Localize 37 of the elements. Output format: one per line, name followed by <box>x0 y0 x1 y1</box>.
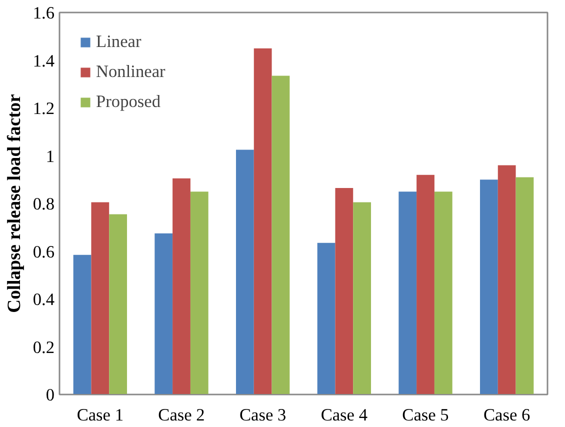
legend-label: Linear <box>96 32 142 52</box>
x-tick-label: Case 6 <box>483 406 531 424</box>
x-tick-label: Case 5 <box>402 406 449 424</box>
y-tick-label: 1 <box>46 146 55 166</box>
y-tick-label: 0.8 <box>32 194 55 214</box>
bar <box>91 202 110 394</box>
bar <box>172 178 190 394</box>
y-tick-label: 1.2 <box>32 99 55 118</box>
bar <box>480 180 498 394</box>
legend-label: Nonlinear <box>96 62 166 82</box>
bar <box>353 202 372 394</box>
bar <box>73 254 92 394</box>
bar <box>254 48 272 394</box>
x-tick-label: Case 1 <box>76 406 124 424</box>
y-tick-label: 0.2 <box>32 338 55 357</box>
bar <box>416 174 434 394</box>
bar <box>498 165 516 394</box>
y-tick-label: 0.4 <box>32 290 55 309</box>
x-tick-label: Case 4 <box>320 406 368 424</box>
y-tick-label: 1.6 <box>32 4 55 22</box>
y-axis-title: Collapse release load factor <box>4 94 25 313</box>
bar <box>335 188 354 394</box>
bar <box>317 242 336 394</box>
bar <box>516 177 534 394</box>
y-tick-label: 0 <box>46 386 55 404</box>
legend-label: Proposed <box>96 92 160 112</box>
y-tick-label: 1.4 <box>32 51 55 70</box>
bar <box>236 150 254 394</box>
x-tick-label: Case 3 <box>239 406 286 424</box>
bar <box>190 192 208 394</box>
bar <box>272 76 290 394</box>
bar <box>434 192 452 394</box>
x-tick-label: Case 2 <box>158 406 205 424</box>
y-tick-label: 0.6 <box>32 242 55 262</box>
bar <box>109 214 128 394</box>
bar <box>154 233 173 394</box>
bar <box>398 192 417 394</box>
